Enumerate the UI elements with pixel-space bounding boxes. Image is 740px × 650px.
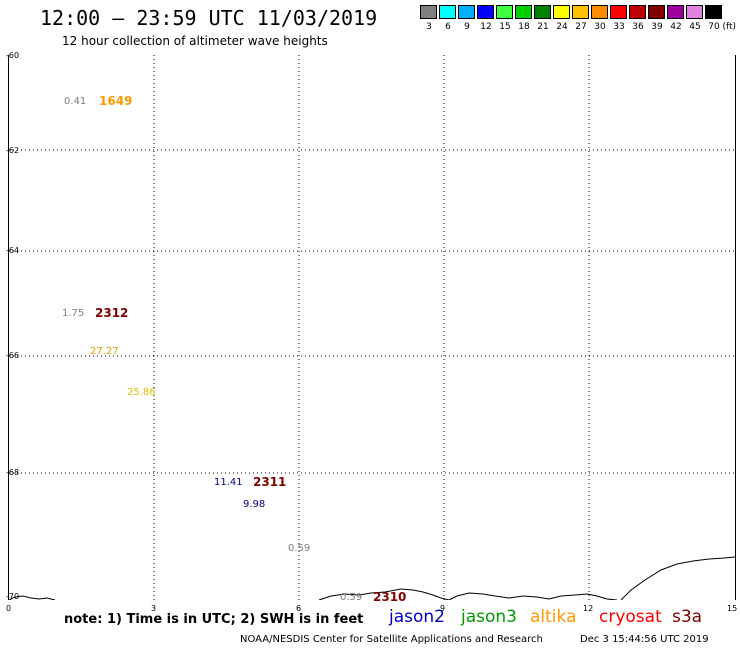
credit-line: NOAA/NESDIS Center for Satellite Applica… <box>240 634 543 645</box>
wave-height-value: 0.41 <box>64 96 87 107</box>
wave-height-value: 0.59 <box>340 592 363 603</box>
lat-label: -62 <box>6 146 20 155</box>
legend-swatch <box>610 5 627 19</box>
lat-label: -66 <box>6 351 20 360</box>
legend-swatch <box>591 5 608 19</box>
legend-label: 3 <box>426 22 432 32</box>
legend-label: 27 <box>575 22 587 32</box>
legend-swatch <box>705 5 722 19</box>
legend-label: 42 <box>670 22 682 32</box>
lon-label: 9 <box>440 604 446 613</box>
map-subtitle: 12 hour collection of altimeter wave hei… <box>62 34 328 48</box>
legend-swatch <box>534 5 551 19</box>
legend-swatch <box>420 5 437 19</box>
lat-label: -64 <box>6 246 20 255</box>
lon-label: 12 <box>583 604 594 613</box>
lon-label: 0 <box>6 604 12 613</box>
map-frame <box>8 55 736 600</box>
legend-label: 15 <box>499 22 511 32</box>
legend-label: 12 <box>480 22 492 32</box>
satellite-legend-jason3: jason3 <box>461 607 517 627</box>
legend-swatch <box>477 5 494 19</box>
wave-height-value: 27.27 <box>90 346 119 357</box>
pass-id: 2311 <box>253 475 287 489</box>
wave-height-legend: 3 6 9 12 15 18 21 24 27 30 33 36 39 42 4… <box>420 5 736 37</box>
pass-id: 2312 <box>95 306 129 320</box>
legend-label: 39 <box>651 22 663 32</box>
lon-label: 15 <box>727 604 738 613</box>
lon-label: 6 <box>296 604 302 613</box>
legend-swatch <box>458 5 475 19</box>
pass-id: 1649 <box>99 94 133 108</box>
satellite-legend-s3a: s3a <box>672 607 703 627</box>
lat-label: -70 <box>6 592 20 601</box>
legend-swatch <box>648 5 665 19</box>
pass-id: 2310 <box>373 590 407 604</box>
map-title: 12:00 — 23:59 UTC 11/03/2019 <box>40 6 378 30</box>
legend-label: 18 <box>518 22 530 32</box>
satellite-legend-jason2: jason2 <box>389 607 445 627</box>
antarctic-coastline <box>9 556 735 600</box>
lat-label: -68 <box>6 468 20 477</box>
legend-swatch <box>439 5 456 19</box>
legend-swatch <box>515 5 532 19</box>
satellite-legend-cryosat: cryosat <box>599 607 662 627</box>
legend-label: 33 <box>613 22 625 32</box>
legend-unit: (ft) <box>722 22 736 32</box>
lon-label: 3 <box>151 604 157 613</box>
legend-swatch <box>686 5 703 19</box>
legend-label: 9 <box>464 22 470 32</box>
legend-label: 24 <box>556 22 568 32</box>
wave-height-value: 1.75 <box>62 308 85 319</box>
footer-note: note: 1) Time is in UTC; 2) SWH is in fe… <box>64 612 364 627</box>
legend-swatch <box>553 5 570 19</box>
lat-label: -60 <box>6 51 20 60</box>
legend-swatch <box>667 5 684 19</box>
wave-height-value: 25.86 <box>127 387 156 398</box>
legend-label: 36 <box>632 22 644 32</box>
legend-swatch <box>572 5 589 19</box>
generated-timestamp: Dec 3 15:44:56 UTC 2019 <box>580 634 709 645</box>
legend-label: 70 <box>708 22 720 32</box>
wave-height-value: 0.59 <box>288 543 311 554</box>
legend-swatch <box>629 5 646 19</box>
legend-label: 30 <box>594 22 606 32</box>
legend-swatch <box>496 5 513 19</box>
legend-label: 45 <box>689 22 701 32</box>
wave-height-value: 9.98 <box>243 499 266 510</box>
legend-label: 6 <box>445 22 451 32</box>
map-graticule <box>9 55 735 600</box>
satellite-legend-altika: altika <box>530 607 577 627</box>
legend-label: 21 <box>537 22 549 32</box>
wave-height-value: 11.41 <box>214 477 243 488</box>
